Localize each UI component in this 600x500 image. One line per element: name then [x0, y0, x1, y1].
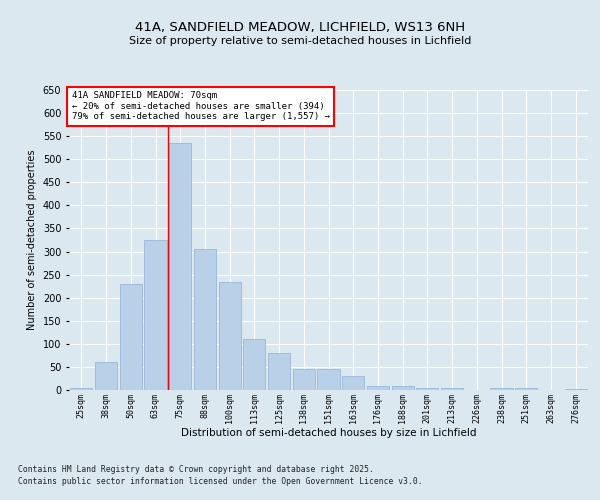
Bar: [515, 388, 538, 390]
Text: Size of property relative to semi-detached houses in Lichfield: Size of property relative to semi-detach…: [129, 36, 471, 46]
Bar: [243, 339, 265, 390]
Text: Contains public sector information licensed under the Open Government Licence v3: Contains public sector information licen…: [18, 476, 422, 486]
Bar: [119, 284, 142, 390]
Text: 41A, SANDFIELD MEADOW, LICHFIELD, WS13 6NH: 41A, SANDFIELD MEADOW, LICHFIELD, WS13 6…: [135, 21, 465, 34]
Bar: [145, 240, 167, 390]
Bar: [317, 369, 340, 390]
Bar: [367, 386, 389, 390]
Bar: [441, 388, 463, 390]
Bar: [70, 388, 92, 390]
Y-axis label: Number of semi-detached properties: Number of semi-detached properties: [27, 150, 37, 330]
Bar: [342, 376, 364, 390]
Bar: [268, 353, 290, 390]
Text: 41A SANDFIELD MEADOW: 70sqm
← 20% of semi-detached houses are smaller (394)
79% : 41A SANDFIELD MEADOW: 70sqm ← 20% of sem…: [71, 92, 329, 122]
Bar: [194, 249, 216, 390]
Bar: [490, 388, 512, 390]
Text: Contains HM Land Registry data © Crown copyright and database right 2025.: Contains HM Land Registry data © Crown c…: [18, 466, 374, 474]
Bar: [293, 369, 315, 390]
Bar: [392, 386, 414, 390]
Bar: [565, 389, 587, 390]
Bar: [169, 143, 191, 390]
X-axis label: Distribution of semi-detached houses by size in Lichfield: Distribution of semi-detached houses by …: [181, 428, 476, 438]
Bar: [416, 388, 439, 390]
Bar: [218, 282, 241, 390]
Bar: [95, 362, 117, 390]
